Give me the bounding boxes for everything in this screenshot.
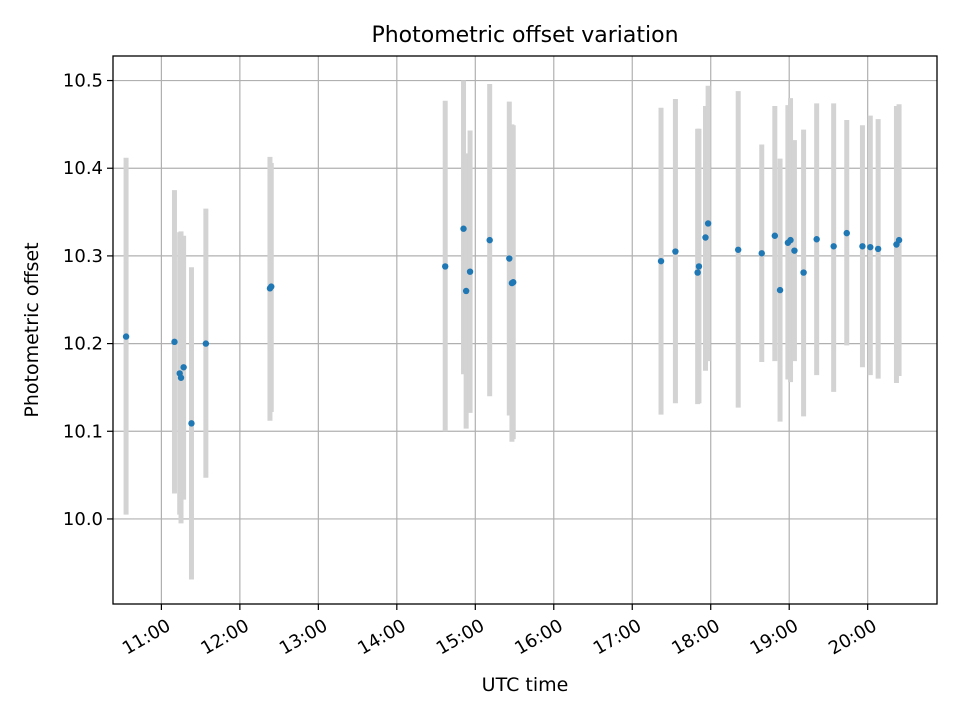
data-points — [122, 220, 903, 427]
y-tick-label: 10.4 — [63, 158, 103, 179]
data-point — [180, 364, 187, 371]
data-point — [506, 255, 513, 262]
data-point — [460, 225, 467, 232]
data-point — [791, 247, 798, 254]
data-point — [702, 234, 709, 241]
data-point — [486, 236, 493, 244]
data-point — [787, 236, 794, 244]
x-axis-label: UTC time — [482, 674, 569, 696]
y-tick-label: 10.3 — [63, 246, 103, 267]
data-point — [758, 250, 765, 257]
data-point — [874, 245, 882, 253]
data-point — [510, 279, 517, 286]
data-point — [442, 263, 449, 270]
data-point — [122, 333, 130, 340]
y-tick-label: 10.2 — [63, 334, 103, 355]
data-point — [800, 269, 807, 276]
y-tick-label: 10.0 — [63, 509, 103, 530]
data-point — [830, 243, 837, 250]
data-point — [895, 236, 903, 244]
data-point — [776, 286, 784, 294]
data-point — [704, 220, 712, 227]
data-point — [672, 248, 679, 255]
data-point — [859, 243, 866, 250]
data-point — [694, 269, 701, 276]
data-point — [734, 246, 742, 253]
data-point — [462, 287, 470, 295]
y-tick-label: 10.5 — [63, 71, 103, 92]
data-point — [657, 257, 665, 265]
data-point — [268, 283, 275, 290]
y-axis-label: Photometric offset — [21, 242, 43, 417]
data-point — [466, 268, 474, 275]
data-point — [843, 229, 850, 237]
data-point — [188, 420, 195, 427]
data-point — [771, 232, 779, 239]
plot-frame — [112, 55, 938, 605]
chart-title: Photometric offset variation — [371, 23, 678, 48]
y-axis-ticks: 10.0 10.1 10.2 10.3 10.4 10.5 — [63, 71, 113, 530]
data-point — [867, 243, 874, 251]
data-point — [695, 263, 703, 270]
y-tick-label: 10.1 — [63, 421, 103, 442]
data-point — [177, 374, 185, 381]
data-point — [813, 236, 820, 243]
data-point — [171, 338, 178, 346]
data-point — [202, 340, 210, 347]
